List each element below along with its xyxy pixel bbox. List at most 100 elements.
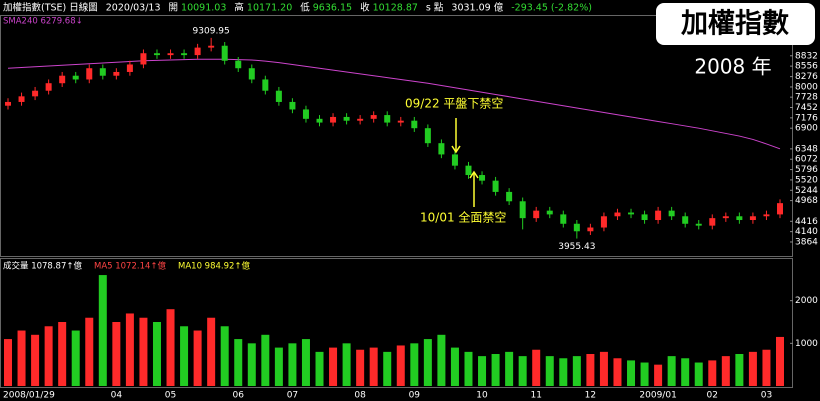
volume-bar (478, 356, 487, 386)
volume-bar (342, 343, 351, 386)
candle-body (519, 201, 526, 219)
candle-body (479, 175, 486, 181)
header-item: 開 (169, 3, 179, 14)
volume-bar (572, 356, 581, 386)
volume-bar (234, 339, 243, 386)
volume-bar (721, 356, 730, 386)
candle-body (194, 47, 201, 56)
x-tick-label: 12 (585, 391, 596, 401)
candle-body (302, 109, 309, 119)
candle-body (397, 120, 404, 123)
volume-bar (58, 322, 67, 386)
y-tick-label: 6072 (795, 155, 818, 165)
candle-body (600, 216, 607, 228)
x-tick-label: 02 (707, 391, 718, 401)
title-box (656, 3, 815, 45)
volume-bar (112, 322, 121, 386)
candle-body (99, 68, 106, 76)
volume-bar (356, 349, 365, 386)
volume-bar (559, 358, 568, 386)
candle-body (262, 79, 269, 91)
annotation: 10/01 全面禁空 (420, 210, 506, 225)
candle-body (736, 216, 743, 221)
volume-bar (681, 358, 690, 386)
candle-body (248, 68, 255, 80)
volume-bar (180, 326, 189, 386)
candle-body (126, 64, 133, 72)
volume-bar (599, 351, 608, 386)
candle-body (546, 210, 553, 215)
candle-body (86, 68, 93, 80)
candle-body (465, 165, 472, 176)
volume-bar (125, 313, 134, 386)
candle-body (722, 216, 729, 219)
header-item: 日線圖 (69, 2, 98, 14)
volume-bar (694, 362, 703, 386)
x-tick-label: 04 (111, 391, 123, 401)
candle-body (573, 223, 580, 232)
candle-body (72, 75, 79, 80)
candle-body (668, 210, 675, 217)
volume-bar (274, 347, 283, 386)
y-tick-label: 3864 (795, 237, 818, 247)
volume-bar (17, 330, 26, 386)
header-item: 低 (300, 2, 310, 14)
candle-body (682, 216, 689, 224)
candle-body (140, 53, 147, 65)
x-tick-label: 10 (476, 391, 488, 401)
volume-bar (315, 351, 324, 386)
volume-bar (654, 364, 663, 386)
candle-body (289, 101, 296, 110)
y-tick-label: 7452 (795, 103, 818, 113)
x-tick-label: 05 (165, 391, 176, 401)
arrow-head (451, 145, 461, 154)
volume-bar (301, 339, 310, 386)
volume-bar (396, 345, 405, 386)
volume-bar (491, 354, 500, 386)
volume-bar (4, 339, 12, 386)
candle-body (506, 191, 513, 202)
y-tick-label: 7176 (795, 113, 818, 123)
volume-bar (166, 309, 175, 386)
peak-label: 9309.95 (193, 26, 230, 36)
candle-body (153, 53, 160, 56)
y-tick-label: 4968 (795, 196, 818, 206)
candle-body (695, 223, 702, 226)
x-tick-label: 08 (354, 391, 366, 401)
candle-body (235, 60, 242, 69)
candle-body (275, 90, 282, 102)
candle-body (560, 214, 567, 224)
volume-bar (545, 356, 554, 386)
volume-bar (329, 347, 338, 386)
x-tick-label: 09 (409, 391, 421, 401)
header-item: 億 (494, 2, 504, 14)
candle-body (316, 118, 323, 123)
header-item: 9636.15 (313, 3, 352, 14)
y-tick-label: 8000 (795, 82, 818, 92)
candle-body (628, 212, 635, 215)
volume-bar (207, 317, 216, 386)
volume-bar (613, 358, 622, 386)
volume-panel (0, 258, 793, 388)
volume-bar (667, 356, 676, 386)
volume-bar (627, 360, 636, 386)
y-tick-label: 5796 (795, 165, 818, 175)
volume-bar (383, 351, 392, 386)
volume-bar (640, 362, 649, 386)
candle-body (614, 212, 621, 217)
volume-bar (748, 351, 757, 386)
volume-bar (410, 343, 419, 386)
y-tick-label: 7728 (795, 93, 818, 103)
legend-item: 成交量 1078.87↑億 (3, 261, 82, 272)
volume-bar (220, 326, 229, 386)
volume-bar (518, 356, 527, 386)
candle-body (749, 216, 756, 221)
volume-bar (71, 330, 80, 386)
candle-body (113, 71, 120, 76)
candle-body (424, 128, 431, 144)
candle-body (45, 83, 52, 91)
header-item: 高 (234, 2, 244, 14)
